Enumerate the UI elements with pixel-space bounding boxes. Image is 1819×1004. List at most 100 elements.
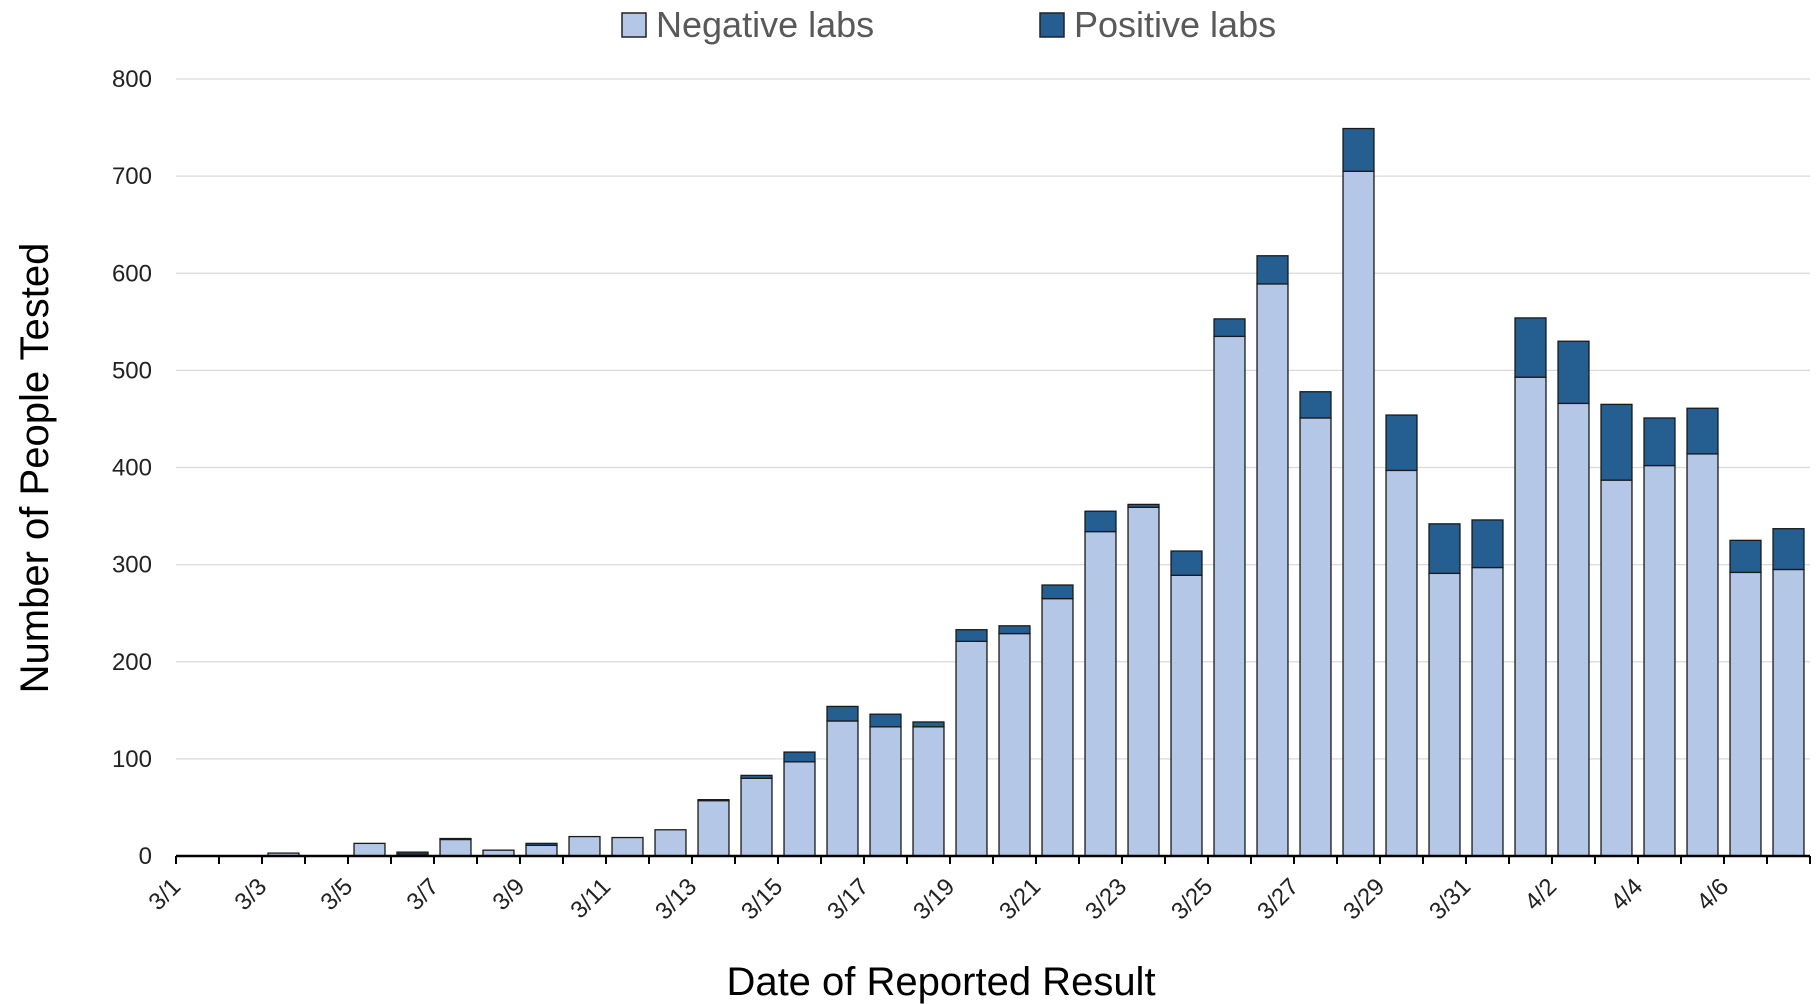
bar-negative xyxy=(1686,453,1719,857)
y-tick-label: 600 xyxy=(112,260,152,287)
bar-positive xyxy=(998,625,1031,635)
bar-positive xyxy=(1041,584,1074,600)
bar-negative xyxy=(1213,335,1246,857)
bar-negative xyxy=(1084,530,1117,857)
x-tick-label: 3/21 xyxy=(994,873,1046,925)
bar-negative xyxy=(826,720,859,857)
x-tick-label: 3/15 xyxy=(736,873,788,925)
bar-negative xyxy=(912,726,945,857)
bar-positive xyxy=(955,629,988,643)
x-tick-label: 4/4 xyxy=(1606,873,1649,916)
bar-negative xyxy=(1643,464,1676,857)
bar-negative xyxy=(1557,402,1590,857)
bar-negative xyxy=(1299,417,1332,857)
bar-positive xyxy=(697,799,730,802)
bar-negative xyxy=(1170,574,1203,857)
bar-negative xyxy=(1428,572,1461,857)
x-tick-label: 3/9 xyxy=(488,873,531,916)
y-tick-label: 400 xyxy=(112,455,152,482)
x-tick-label: 3/5 xyxy=(316,873,359,916)
bar-positive xyxy=(1471,519,1504,569)
y-tick-label: 500 xyxy=(112,357,152,384)
y-tick-label: 300 xyxy=(112,552,152,579)
x-axis-title: Date of Reported Result xyxy=(726,960,1155,1004)
y-tick-label: 200 xyxy=(112,649,152,676)
bar-negative xyxy=(1041,597,1074,857)
bar-negative xyxy=(439,838,472,857)
bar-negative xyxy=(1514,376,1547,857)
y-tick-label: 700 xyxy=(112,163,152,190)
x-tick-label: 3/29 xyxy=(1338,873,1390,925)
bar-negative xyxy=(568,835,601,857)
bar-negative xyxy=(1600,479,1633,857)
legend-swatch-negative xyxy=(621,12,647,38)
bar-positive xyxy=(1385,414,1418,472)
bar-positive xyxy=(525,842,558,846)
x-tick-label: 3/1 xyxy=(144,873,187,916)
x-tick-label: 4/2 xyxy=(1520,873,1563,916)
bar-positive xyxy=(1600,403,1633,481)
bar-positive xyxy=(1170,550,1203,576)
bar-positive xyxy=(1299,391,1332,419)
y-tick-label: 800 xyxy=(112,66,152,93)
x-tick-label: 3/13 xyxy=(650,873,702,925)
x-tick-label: 3/3 xyxy=(230,873,273,916)
bar-positive xyxy=(439,837,472,841)
x-tick-label: 3/11 xyxy=(565,873,616,924)
bar-negative xyxy=(998,632,1031,857)
legend: Negative labs Positive labs xyxy=(621,4,1276,45)
bar-negative xyxy=(1256,283,1289,857)
bar-positive xyxy=(1127,503,1160,508)
bar-positive xyxy=(869,713,902,728)
legend-label-negative: Negative labs xyxy=(656,4,874,45)
x-tick-label: 3/7 xyxy=(402,873,445,916)
bar-positive xyxy=(1256,255,1289,285)
bar-positive xyxy=(1772,528,1805,571)
x-tick-label: 4/6 xyxy=(1692,873,1735,916)
bar-negative xyxy=(1127,506,1160,857)
bar-positive xyxy=(740,774,773,779)
bar-positive xyxy=(1686,407,1719,455)
bar-negative xyxy=(1471,566,1504,857)
bar-positive xyxy=(1342,127,1375,172)
bar-positive xyxy=(1428,523,1461,575)
bar-negative xyxy=(740,777,773,857)
x-tick-label: 3/23 xyxy=(1080,873,1132,925)
bar-positive xyxy=(396,851,429,855)
gridlines xyxy=(176,78,1810,760)
bar-negative xyxy=(955,640,988,857)
legend-label-positive: Positive labs xyxy=(1074,4,1276,45)
bar-positive xyxy=(1084,510,1117,533)
x-tick-label: 3/17 xyxy=(822,873,874,925)
bar-negative xyxy=(654,829,687,857)
bar-negative xyxy=(1772,568,1805,857)
x-tick-label: 3/31 xyxy=(1424,873,1476,925)
bar-negative xyxy=(525,844,558,857)
bar-positive xyxy=(1643,417,1676,467)
bar-positive xyxy=(1729,539,1762,574)
y-tick-label: 100 xyxy=(112,746,152,773)
bar-positive xyxy=(912,721,945,728)
bar-negative xyxy=(1385,469,1418,857)
y-axis-title: Number of People Tested xyxy=(13,243,57,694)
legend-swatch-positive xyxy=(1039,12,1065,38)
bar-positive xyxy=(1557,340,1590,405)
bar-positive xyxy=(783,751,816,763)
bar-positive xyxy=(1514,317,1547,378)
bar-negative xyxy=(1729,571,1762,857)
bar-negative xyxy=(869,726,902,857)
y-tick-label: 0 xyxy=(139,843,152,870)
x-tick-label: 3/27 xyxy=(1252,873,1304,925)
x-tick-label: 3/25 xyxy=(1166,873,1218,925)
bar-negative xyxy=(1342,170,1375,857)
bar-positive xyxy=(1213,318,1246,338)
bar-negative xyxy=(353,842,386,857)
bar-positive xyxy=(826,705,859,722)
x-tick-label: 3/19 xyxy=(908,873,960,925)
bars xyxy=(267,127,1805,857)
bar-negative xyxy=(783,761,816,857)
bar-negative xyxy=(697,799,730,857)
bar-negative xyxy=(611,836,644,857)
